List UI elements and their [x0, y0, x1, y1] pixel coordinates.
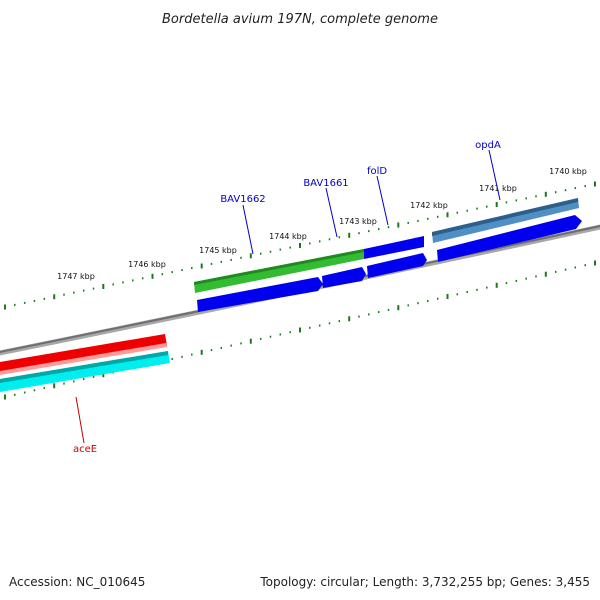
gene-label-fold[interactable]: folD [367, 166, 387, 177]
tick-label-1743: 1743 kbp [339, 217, 377, 226]
gene-label-acee[interactable]: aceE [73, 444, 97, 455]
tick-label-1740: 1740 kbp [549, 167, 587, 176]
gene-track-lower [0, 334, 170, 392]
map-title: Bordetella avium 197N, complete genome [162, 12, 438, 27]
leader-bav1661 [325, 187, 338, 238]
accession-label: Accession: NC_010645 [9, 575, 145, 589]
gene-opda-feature-shade [432, 198, 578, 236]
cds-bav1661-arrow[interactable] [322, 267, 366, 288]
gene-label-bav1662[interactable]: BAV1662 [220, 194, 265, 205]
gene-acee-cds-shade [0, 351, 168, 383]
gene-label-leaders [75, 149, 501, 444]
tick-label-1747: 1747 kbp [57, 272, 95, 281]
gene-labels: BAV1662 BAV1661 folD opdA aceE [73, 140, 501, 455]
tick-label-1744: 1744 kbp [269, 232, 307, 241]
leader-bav1662 [242, 204, 254, 255]
tick-label-1742: 1742 kbp [410, 201, 448, 210]
gene-bav1662-feature-shade [194, 249, 364, 285]
gene-label-bav1661[interactable]: BAV1661 [303, 178, 348, 189]
genome-summary: Topology: circular; Length: 3,732,255 bp… [259, 575, 590, 589]
leader-fold [376, 175, 389, 226]
cds-fold-arrow[interactable] [367, 253, 427, 278]
gene-track-outer [194, 198, 579, 293]
ruler-tick-labels: 1747 kbp 1746 kbp 1745 kbp 1744 kbp 1743… [57, 167, 587, 281]
tick-label-1746: 1746 kbp [128, 260, 166, 269]
cds-track [197, 215, 582, 312]
gene-label-opda[interactable]: opdA [475, 140, 501, 151]
tick-label-1741: 1741 kbp [479, 184, 517, 193]
ruler-ticks-outer [4, 181, 596, 310]
gene-acee-feature-light [0, 343, 167, 375]
cds-opda-arrow[interactable] [437, 215, 582, 262]
gene-fold-feature[interactable] [364, 236, 424, 259]
leader-acee [75, 396, 85, 444]
tick-label-1745: 1745 kbp [199, 246, 237, 255]
leader-opda [488, 149, 501, 201]
cds-bav1662-arrow[interactable] [197, 277, 323, 312]
